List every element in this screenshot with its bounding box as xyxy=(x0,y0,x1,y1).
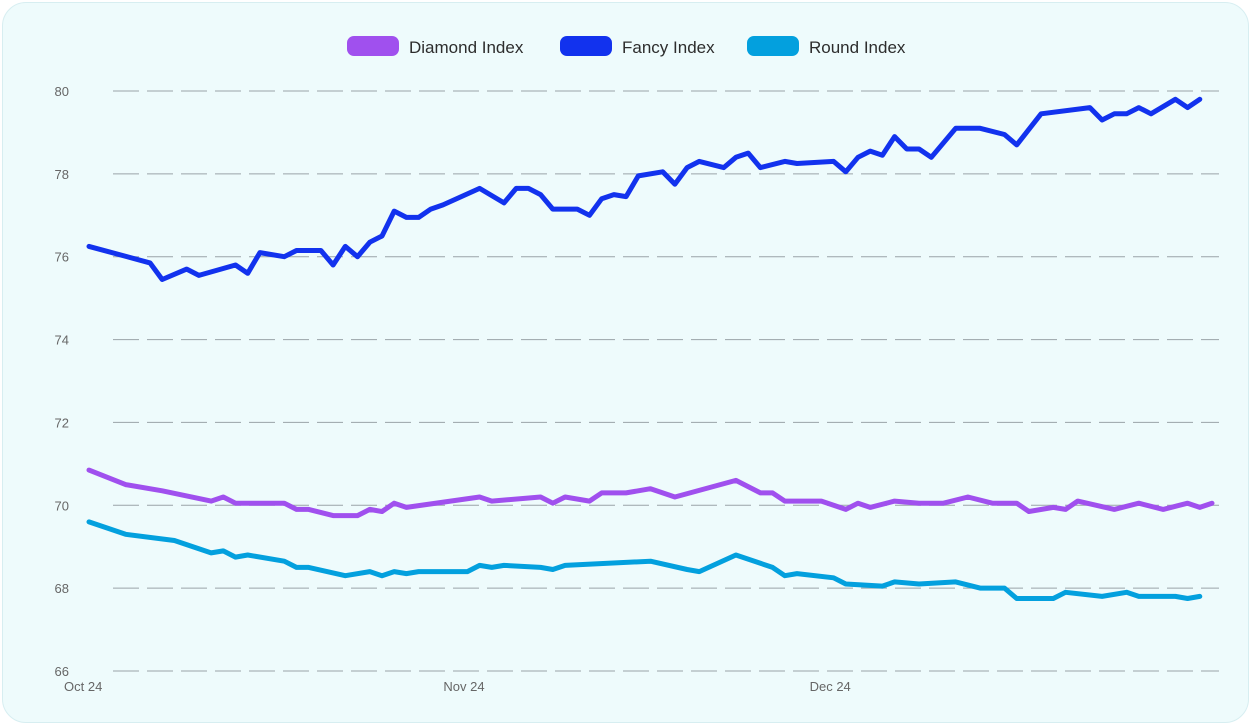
y-tick-label: 78 xyxy=(55,167,69,182)
legend-label-round-index: Round Index xyxy=(809,38,906,57)
y-tick-label: 80 xyxy=(55,84,69,99)
legend-swatch-fancy-index xyxy=(560,36,612,56)
series-line-fancy-index xyxy=(86,96,1203,282)
series-line-diamond-index xyxy=(86,467,1215,519)
legend-swatch-round-index xyxy=(747,36,799,56)
legend-label-fancy-index: Fancy Index xyxy=(622,38,715,57)
y-tick-label: 76 xyxy=(55,250,69,265)
legend-swatch-diamond-index xyxy=(347,36,399,56)
y-tick-label: 66 xyxy=(55,664,69,679)
y-tick-label: 68 xyxy=(55,581,69,596)
series-line-round-index xyxy=(86,519,1203,601)
y-tick-label: 70 xyxy=(55,498,69,513)
line-chart: 66 68 70 72 74 76 78 80 Oct 24 Nov 24 Dec 24 Diamon… xyxy=(55,36,1219,694)
y-tick-label: 72 xyxy=(55,415,69,430)
x-tick-label: Nov 24 xyxy=(443,679,484,694)
y-tick-label: 74 xyxy=(55,333,69,348)
x-tick-label: Oct 24 xyxy=(64,679,102,694)
legend-label-diamond-index: Diamond Index xyxy=(409,38,524,57)
x-tick-label: Dec 24 xyxy=(810,679,851,694)
